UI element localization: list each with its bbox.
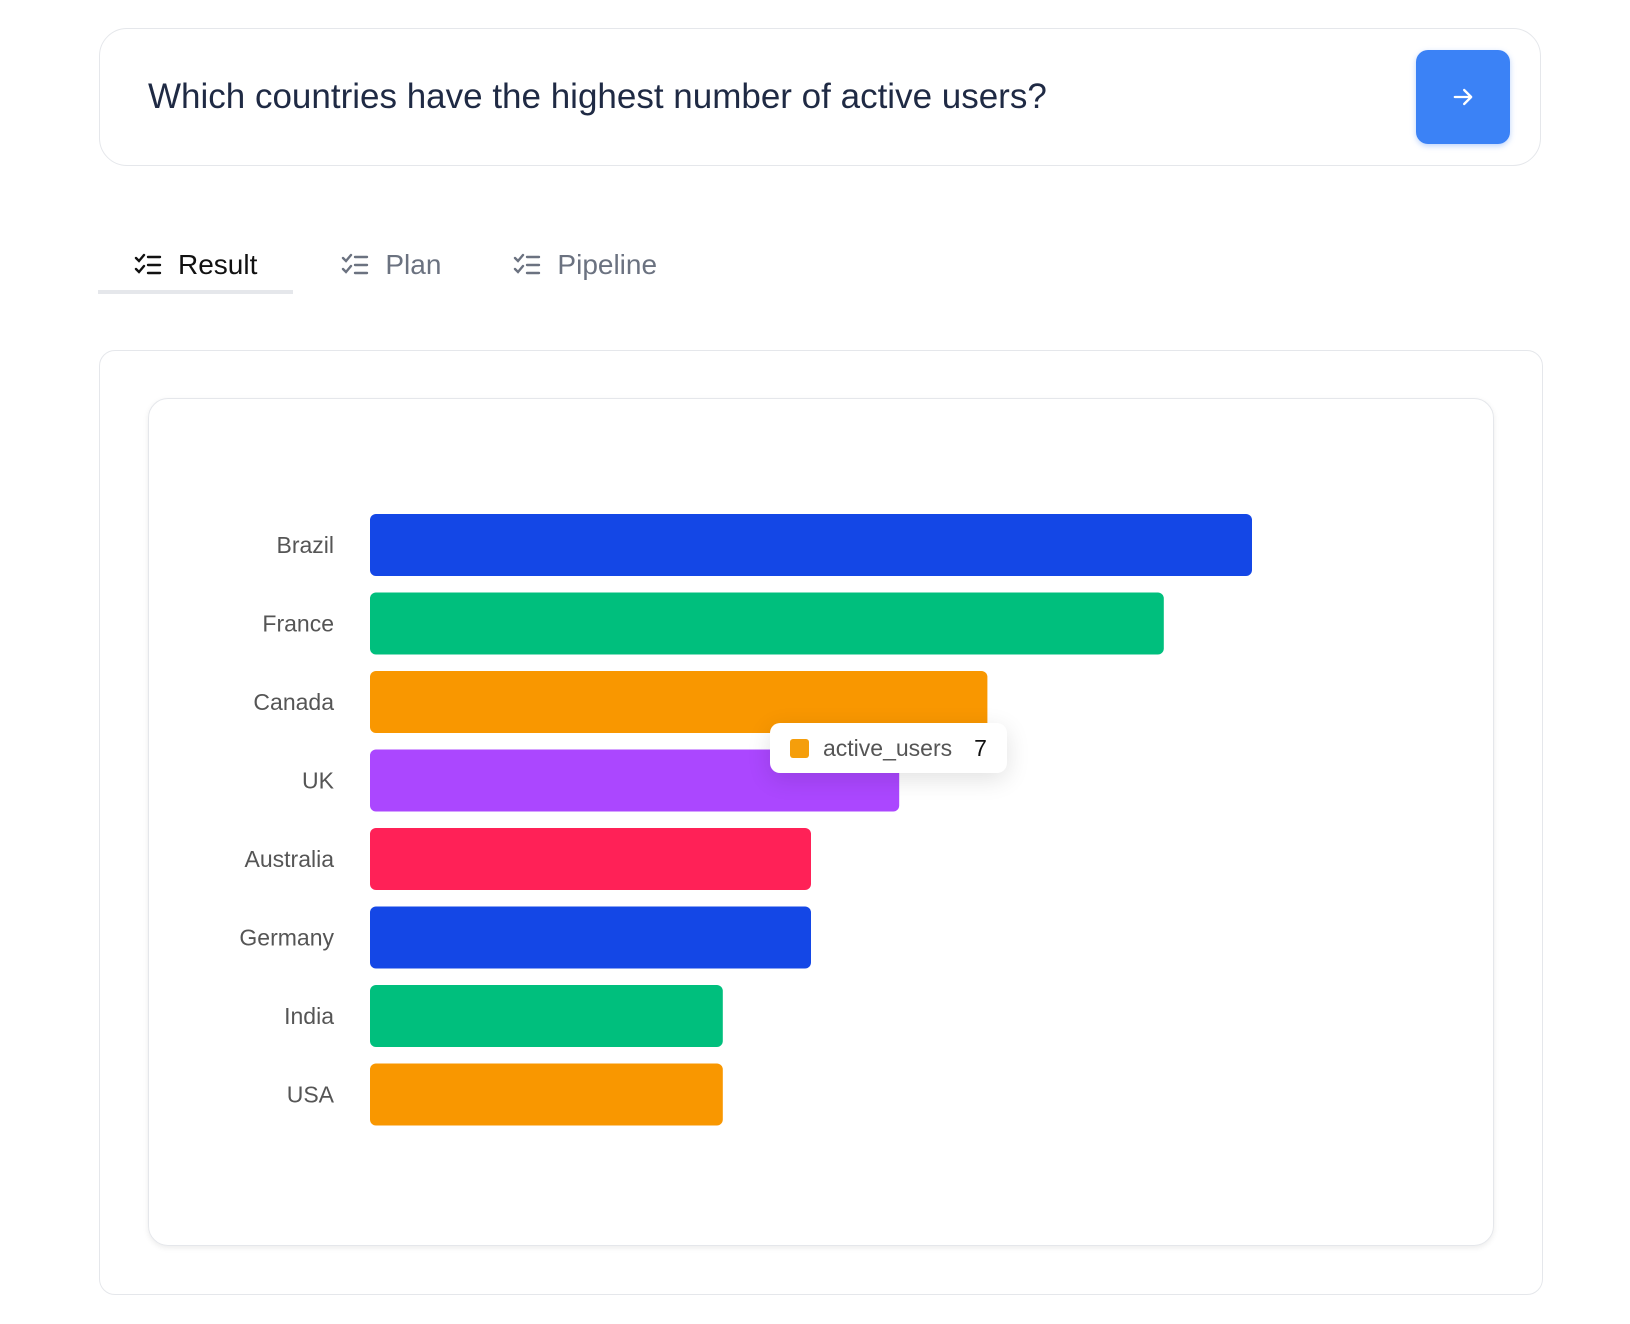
tooltip-swatch <box>790 738 809 758</box>
bar-canada[interactable] <box>370 671 988 733</box>
tab-result[interactable]: Result <box>98 240 294 294</box>
query-box[interactable]: Which countries have the highest number … <box>99 28 1541 166</box>
tab-label: Pipeline <box>557 249 658 280</box>
query-text[interactable]: Which countries have the highest number … <box>148 77 1047 116</box>
checklist-icon <box>514 253 541 275</box>
category-label: Australia <box>245 846 335 872</box>
bar-france[interactable] <box>370 592 1164 655</box>
result-panel <box>99 350 1543 1295</box>
category-label: France <box>262 611 334 637</box>
tooltip-series: active_users <box>823 734 953 761</box>
bar-brazil[interactable] <box>370 514 1252 576</box>
bar-uk[interactable] <box>370 749 900 812</box>
chart-card <box>148 398 1494 1246</box>
chart-tooltip: active_users 7 <box>770 723 1007 773</box>
tooltip-value: 7 <box>974 734 987 761</box>
category-label: UK <box>302 768 335 794</box>
bar-india[interactable] <box>370 985 723 1047</box>
category-label: USA <box>287 1082 335 1108</box>
submit-button[interactable] <box>1416 50 1510 144</box>
bar-usa[interactable] <box>370 1063 723 1126</box>
tab-pipeline[interactable]: Pipeline <box>477 240 693 290</box>
category-label: India <box>284 1003 334 1029</box>
bar-germany[interactable] <box>370 906 811 969</box>
tab-bar: Result Plan Pipeline <box>98 240 693 296</box>
arrow-right-icon <box>1453 88 1473 106</box>
checklist-icon <box>134 253 162 275</box>
category-label: Brazil <box>276 532 334 558</box>
tab-label: Plan <box>385 249 442 280</box>
bar-australia[interactable] <box>370 828 811 890</box>
category-label: Canada <box>253 689 334 715</box>
tab-label: Result <box>178 249 258 280</box>
tab-plan[interactable]: Plan <box>293 240 477 290</box>
checklist-icon <box>342 253 369 275</box>
category-label: Germany <box>239 925 334 951</box>
